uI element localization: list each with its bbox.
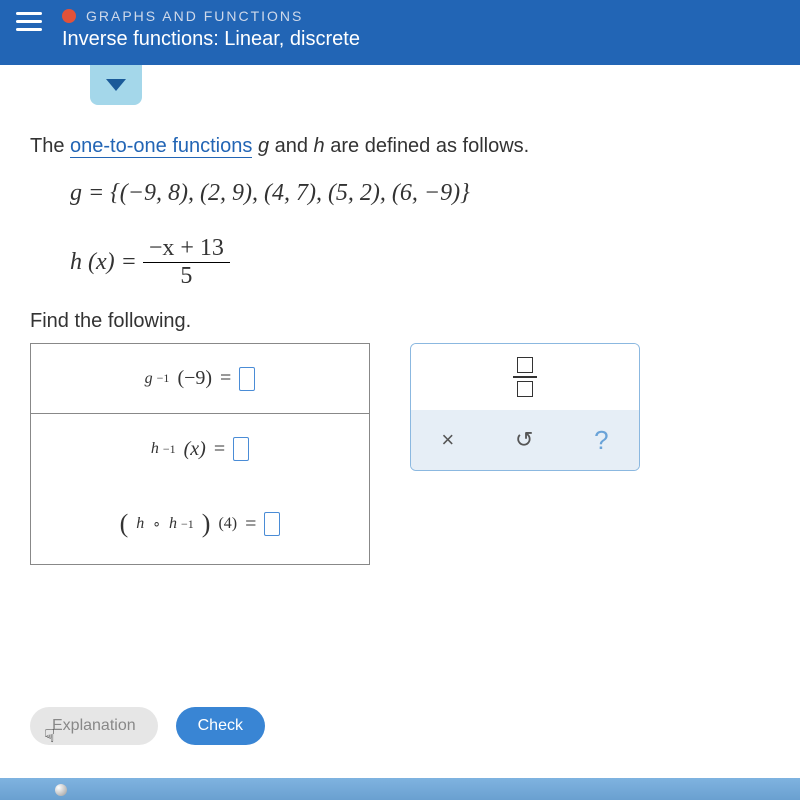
- h-definition: h (x) = −x + 13 5: [70, 235, 770, 290]
- find-text: Find the following.: [30, 310, 770, 333]
- answer-row-2: h −1 (x) =: [31, 414, 369, 484]
- r2-arg: (x): [184, 438, 206, 461]
- app-header: GRAPHS AND FUNCTIONS Inverse functions: …: [0, 0, 800, 65]
- page-subtitle: Inverse functions: Linear, discrete: [62, 28, 784, 51]
- math-toolbox: × ↺ ?: [410, 343, 640, 471]
- r2-fn: h: [151, 440, 159, 458]
- h-left: h (x) =: [70, 249, 137, 276]
- r3-h2: h: [169, 515, 177, 533]
- menu-icon[interactable]: [16, 12, 42, 31]
- g-definition: g = {(−9, 8), (2, 9), (4, 7), (5, 2), (6…: [70, 180, 770, 207]
- answer-table: g −1 (−9) = h −1 (x) = ( h ∘ h −1) (4) =: [30, 343, 370, 565]
- r3-eq: =: [245, 513, 256, 536]
- undo-button[interactable]: ↺: [515, 427, 533, 453]
- fraction-icon: [513, 357, 537, 397]
- one-to-one-link[interactable]: one-to-one functions: [70, 135, 252, 158]
- r3-open: (: [120, 509, 129, 539]
- r1-sup: −1: [157, 371, 170, 386]
- intro-and: and: [269, 135, 313, 157]
- r3-h1: h: [136, 515, 144, 533]
- intro-text: The one-to-one functions g and h are def…: [30, 135, 770, 158]
- r3-close: ): [202, 509, 211, 539]
- chevron-down-icon: [106, 79, 126, 91]
- check-button[interactable]: Check: [176, 707, 265, 745]
- intro-suffix: are defined as follows.: [325, 135, 530, 157]
- r1-fn: g: [145, 370, 153, 388]
- answer-input-1[interactable]: [239, 367, 255, 391]
- content-area: The one-to-one functions g and h are def…: [0, 65, 800, 795]
- r3-sup: −1: [181, 517, 194, 532]
- r1-eq: =: [220, 367, 231, 390]
- fraction-tool[interactable]: [411, 344, 639, 410]
- g-var: g: [258, 135, 269, 157]
- cursor-icon: ☟: [44, 726, 55, 747]
- problem-statement: The one-to-one functions g and h are def…: [30, 65, 770, 565]
- collapse-tab[interactable]: [90, 65, 142, 105]
- answer-row-1: g −1 (−9) =: [31, 344, 369, 414]
- r2-sup: −1: [163, 442, 176, 457]
- footer-buttons: Explanation Check: [30, 707, 265, 745]
- r3-dot: ∘: [152, 516, 161, 533]
- header-titles: GRAPHS AND FUNCTIONS Inverse functions: …: [62, 8, 784, 51]
- h-denominator: 5: [174, 263, 198, 290]
- answer-input-2[interactable]: [233, 437, 249, 461]
- start-button[interactable]: [55, 784, 67, 796]
- answer-input-3[interactable]: [264, 512, 280, 536]
- r2-eq: =: [214, 438, 225, 461]
- category-label: GRAPHS AND FUNCTIONS: [86, 8, 303, 24]
- help-button[interactable]: ?: [594, 425, 608, 456]
- taskbar: [0, 778, 800, 800]
- r3-arg: (4): [218, 515, 237, 533]
- category-dot-icon: [62, 9, 76, 23]
- h-numerator: −x + 13: [143, 235, 230, 263]
- answer-row-3: ( h ∘ h −1) (4) =: [31, 484, 369, 564]
- intro-prefix: The: [30, 135, 70, 157]
- clear-button[interactable]: ×: [441, 427, 454, 453]
- g-def-text: g = {(−9, 8), (2, 9), (4, 7), (5, 2), (6…: [70, 180, 470, 206]
- h-fraction: −x + 13 5: [143, 235, 230, 290]
- h-var: h: [314, 135, 325, 157]
- r1-arg: (−9): [177, 367, 212, 390]
